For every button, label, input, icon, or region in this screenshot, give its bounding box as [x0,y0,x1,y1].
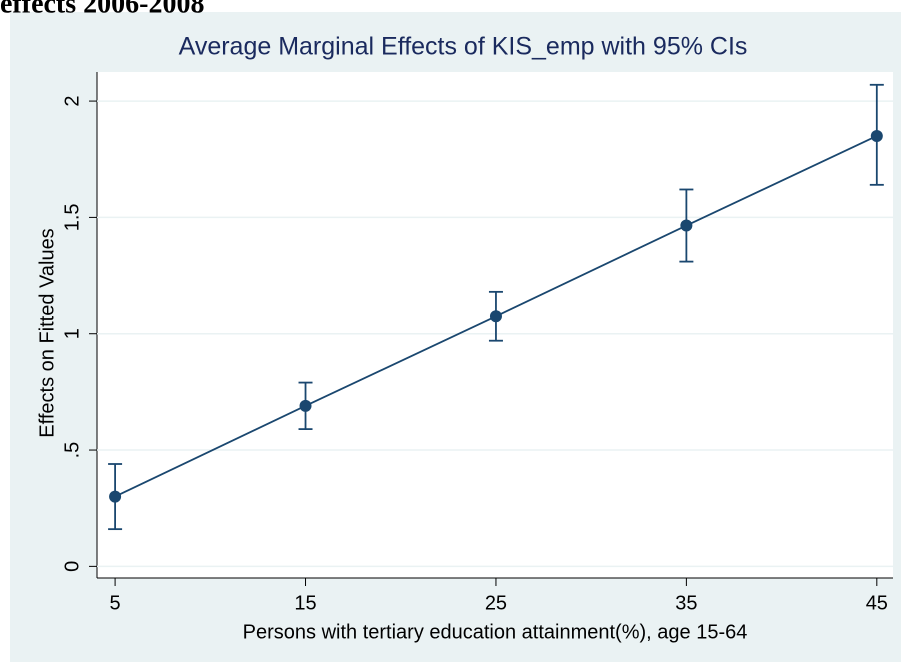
chart-title: Average Marginal Effects of KIS_emp with… [179,33,748,61]
plot-area [97,72,893,578]
x-tick-label: 15 [294,592,316,614]
y-tick-label: 2 [61,96,83,107]
x-tick-label: 45 [866,592,888,614]
point [489,310,502,323]
x-tick-label: 25 [485,592,507,614]
y-tick-label: 1 [61,328,83,339]
point [870,129,883,142]
x-axis-label: Persons with tertiary education attainme… [243,621,748,643]
y-axis-label: Effects on Fitted Values [36,228,58,437]
y-tick-label: 0 [61,561,83,572]
y-tick-label: 1.5 [61,203,83,231]
x-tick-label: 5 [110,592,121,614]
point [109,490,122,503]
header-text: effects 2006-2008 [0,0,204,19]
point [299,399,312,412]
x-tick-label: 35 [675,592,697,614]
y-tick-label: .5 [61,442,83,459]
point [680,219,693,232]
